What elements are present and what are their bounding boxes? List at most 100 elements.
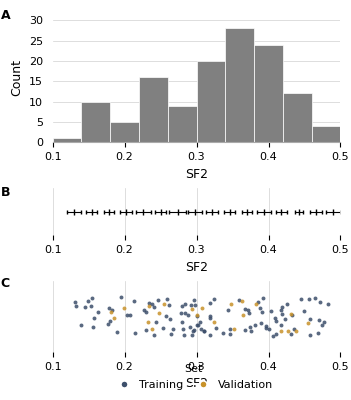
Point — [213, 325, 219, 331]
Point — [105, 320, 111, 327]
Point — [264, 325, 269, 332]
Point — [240, 298, 245, 304]
Point — [322, 319, 327, 325]
Point — [164, 296, 170, 302]
Point — [157, 310, 162, 316]
Point — [107, 318, 113, 324]
Point — [207, 315, 212, 321]
Point — [227, 326, 233, 332]
Point — [180, 325, 186, 332]
Point — [260, 294, 266, 301]
Point — [161, 300, 167, 307]
Point — [151, 332, 157, 338]
Point — [189, 332, 194, 338]
Point — [291, 326, 297, 332]
Bar — [254, 44, 283, 142]
Point — [315, 330, 320, 337]
Point — [279, 304, 284, 310]
Point — [278, 328, 284, 335]
Bar — [197, 61, 225, 142]
Point — [190, 328, 196, 334]
Point — [121, 305, 127, 312]
Point — [82, 304, 88, 310]
Point — [211, 296, 217, 302]
Point — [189, 306, 194, 312]
Bar — [81, 102, 110, 142]
Point — [298, 296, 304, 302]
Point — [207, 332, 213, 338]
Point — [114, 328, 120, 335]
Point — [207, 313, 212, 320]
Point — [259, 309, 264, 316]
Point — [181, 332, 186, 339]
Point — [146, 300, 152, 306]
Point — [197, 319, 203, 325]
Point — [201, 328, 206, 334]
Point — [78, 322, 84, 328]
Point — [325, 300, 330, 307]
Point — [160, 325, 166, 331]
Point — [255, 299, 261, 305]
X-axis label: SF2: SF2 — [185, 377, 208, 390]
Point — [273, 330, 279, 337]
Point — [228, 300, 233, 307]
Point — [90, 324, 96, 330]
Point — [170, 326, 176, 332]
Point — [179, 318, 185, 325]
Point — [258, 320, 263, 326]
Point — [263, 323, 269, 330]
Point — [289, 331, 294, 337]
Point — [168, 331, 173, 338]
Point — [110, 307, 115, 314]
Point — [191, 297, 196, 303]
Point — [143, 309, 149, 316]
Point — [145, 319, 151, 325]
Point — [195, 322, 200, 328]
Point — [182, 300, 187, 307]
Point — [88, 302, 94, 309]
Point — [111, 315, 117, 321]
Point — [199, 305, 205, 312]
Point — [149, 326, 155, 332]
Point — [293, 328, 299, 334]
Point — [232, 326, 237, 333]
Point — [166, 301, 172, 308]
Point — [127, 312, 132, 318]
Point — [201, 328, 207, 334]
Point — [95, 309, 101, 316]
Point — [220, 330, 225, 336]
Point — [242, 306, 247, 312]
Point — [178, 310, 184, 316]
Point — [253, 300, 259, 307]
Y-axis label: Count: Count — [10, 59, 23, 96]
Point — [143, 327, 148, 333]
Point — [132, 330, 138, 336]
Point — [313, 295, 318, 301]
Point — [153, 319, 158, 325]
Point — [240, 312, 245, 318]
Point — [252, 322, 257, 328]
Point — [269, 308, 274, 314]
Point — [272, 315, 278, 322]
Point — [146, 302, 152, 309]
Point — [195, 322, 201, 328]
Point — [288, 311, 294, 318]
Bar — [53, 138, 81, 142]
Bar — [139, 77, 168, 142]
Point — [149, 300, 155, 307]
Point — [305, 319, 311, 326]
Text: A: A — [1, 9, 11, 22]
Text: C: C — [1, 277, 10, 290]
Point — [131, 297, 137, 304]
Point — [118, 294, 124, 300]
Point — [106, 305, 112, 311]
Bar — [168, 106, 197, 142]
Point — [187, 324, 193, 330]
Point — [151, 304, 157, 310]
Point — [199, 326, 204, 333]
Point — [207, 300, 213, 306]
Point — [72, 299, 78, 306]
Point — [182, 310, 188, 316]
Point — [85, 297, 91, 304]
X-axis label: SF2: SF2 — [185, 260, 208, 274]
